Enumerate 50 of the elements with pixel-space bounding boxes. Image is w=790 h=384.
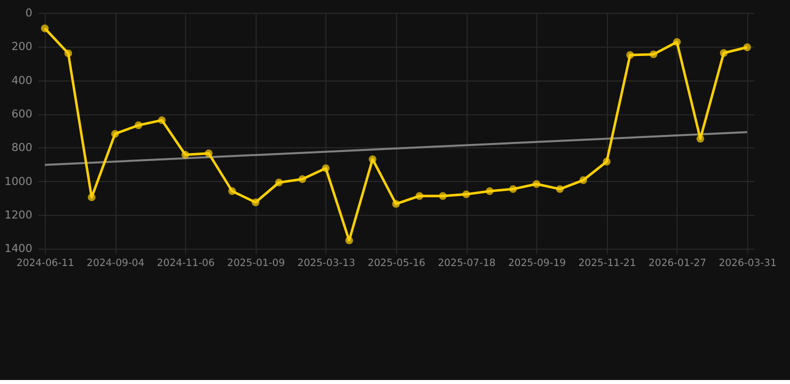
x-tick-label: 2024-11-06 xyxy=(156,258,215,270)
point xyxy=(602,158,611,166)
x-tick-label: 2025-09-19 xyxy=(508,258,566,270)
y-tick-label: 1200 xyxy=(4,208,32,222)
point xyxy=(743,43,752,52)
x-tick-label: 2024-09-04 xyxy=(86,258,144,270)
point xyxy=(275,178,283,186)
y-tick-label: 400 xyxy=(11,74,32,87)
x-tick-label: 2026-01-27 xyxy=(648,258,706,270)
point xyxy=(181,150,190,159)
point xyxy=(438,192,447,200)
point xyxy=(509,185,517,193)
point xyxy=(88,193,96,202)
x-tick-label: 2024-06-11 xyxy=(16,258,74,270)
y-tick-label: 1000 xyxy=(4,174,32,188)
y-tick-label: 800 xyxy=(11,141,32,154)
point xyxy=(40,24,49,32)
x-tick-label: 2025-05-16 xyxy=(368,258,426,270)
point xyxy=(556,185,564,193)
point xyxy=(368,155,376,164)
point xyxy=(532,180,540,188)
point xyxy=(345,236,354,244)
x-tick-label: 2025-03-13 xyxy=(297,258,356,270)
x-tick-label: 2026-03-31 xyxy=(718,258,777,270)
y-tick-label: 0 xyxy=(25,6,32,20)
x-tick-label: 2025-01-09 xyxy=(227,258,285,270)
point xyxy=(416,192,424,200)
point xyxy=(392,200,400,208)
y-tick-label: 1400 xyxy=(4,242,32,256)
point xyxy=(134,121,142,130)
point xyxy=(322,164,330,172)
point xyxy=(64,49,72,58)
point xyxy=(650,50,658,58)
y-tick-label: 200 xyxy=(11,40,32,54)
point xyxy=(673,38,681,46)
point xyxy=(579,176,588,184)
x-tick-label: 2025-07-18 xyxy=(438,258,496,270)
point xyxy=(111,130,119,138)
point xyxy=(298,175,306,183)
point xyxy=(204,150,213,158)
point xyxy=(228,187,236,195)
point xyxy=(720,49,728,57)
x-tick-label: 2025-11-21 xyxy=(578,258,636,270)
point xyxy=(252,198,260,206)
point xyxy=(696,134,704,143)
point xyxy=(626,51,634,59)
point xyxy=(486,187,494,195)
point xyxy=(462,190,470,198)
y-tick-label: 600 xyxy=(11,107,32,120)
point xyxy=(158,116,166,124)
